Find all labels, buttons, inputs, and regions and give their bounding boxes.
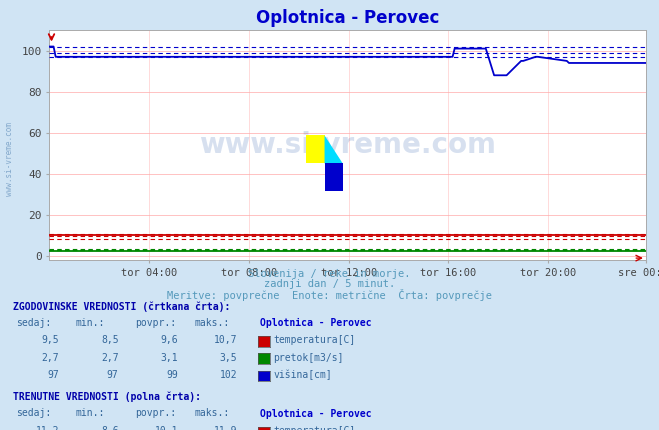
Text: 10,1: 10,1 — [154, 426, 178, 430]
Text: zadnji dan / 5 minut.: zadnji dan / 5 minut. — [264, 279, 395, 289]
Polygon shape — [325, 135, 343, 163]
Text: 8,5: 8,5 — [101, 335, 119, 345]
Text: povpr.:: povpr.: — [135, 318, 176, 328]
Text: sedaj:: sedaj: — [16, 408, 51, 418]
Text: 11,9: 11,9 — [214, 426, 237, 430]
Text: 2,7: 2,7 — [101, 353, 119, 362]
Text: maks.:: maks.: — [194, 318, 229, 328]
Text: sedaj:: sedaj: — [16, 318, 51, 328]
Text: Oplotnica - Perovec: Oplotnica - Perovec — [260, 408, 372, 418]
Title: Oplotnica - Perovec: Oplotnica - Perovec — [256, 9, 440, 27]
Text: 102: 102 — [219, 370, 237, 380]
Text: 97: 97 — [107, 370, 119, 380]
Text: temperatura[C]: temperatura[C] — [273, 426, 356, 430]
Text: www.si-vreme.com: www.si-vreme.com — [199, 131, 496, 159]
Text: 99: 99 — [166, 370, 178, 380]
Text: 10,7: 10,7 — [214, 335, 237, 345]
Text: povpr.:: povpr.: — [135, 408, 176, 418]
Text: 3,5: 3,5 — [219, 353, 237, 362]
Text: min.:: min.: — [76, 408, 105, 418]
Polygon shape — [325, 163, 343, 191]
Text: 3,1: 3,1 — [160, 353, 178, 362]
Text: višina[cm]: višina[cm] — [273, 370, 332, 380]
Text: ZGODOVINSKE VREDNOSTI (črtkana črta):: ZGODOVINSKE VREDNOSTI (črtkana črta): — [13, 301, 231, 311]
Text: 9,5: 9,5 — [42, 335, 59, 345]
Polygon shape — [306, 135, 325, 163]
Text: Oplotnica - Perovec: Oplotnica - Perovec — [260, 318, 372, 328]
Text: 97: 97 — [47, 370, 59, 380]
Text: maks.:: maks.: — [194, 408, 229, 418]
Text: 2,7: 2,7 — [42, 353, 59, 362]
Text: 9,6: 9,6 — [160, 335, 178, 345]
Text: www.si-vreme.com: www.si-vreme.com — [5, 122, 14, 196]
Text: Meritve: povprečne  Enote: metrične  Črta: povprečje: Meritve: povprečne Enote: metrične Črta:… — [167, 289, 492, 301]
Text: min.:: min.: — [76, 318, 105, 328]
Text: Slovenija / reke in morje.: Slovenija / reke in morje. — [248, 269, 411, 279]
Text: 11,2: 11,2 — [36, 426, 59, 430]
Text: 8,6: 8,6 — [101, 426, 119, 430]
Text: temperatura[C]: temperatura[C] — [273, 335, 356, 345]
Text: pretok[m3/s]: pretok[m3/s] — [273, 353, 344, 362]
Text: TRENUTNE VREDNOSTI (polna črta):: TRENUTNE VREDNOSTI (polna črta): — [13, 391, 201, 402]
